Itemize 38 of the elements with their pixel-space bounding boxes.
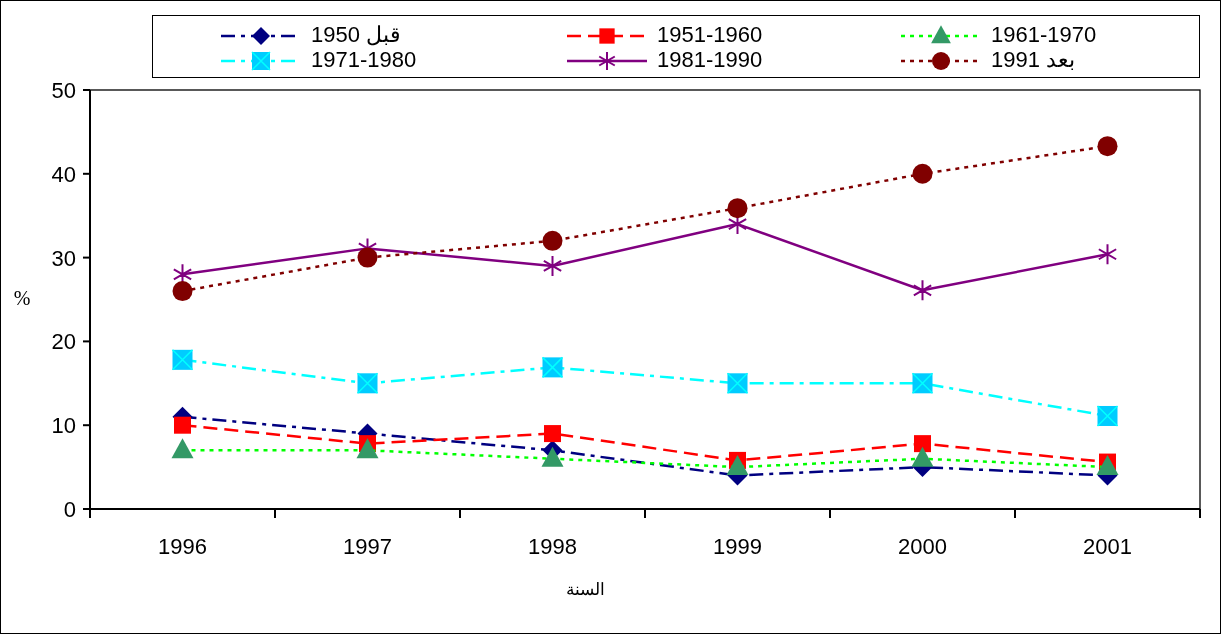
- point: [1096, 455, 1119, 476]
- point: [542, 254, 563, 277]
- y-tick-label: 10: [51, 413, 76, 439]
- point: [172, 281, 193, 302]
- point: [1097, 136, 1118, 157]
- point: [356, 438, 379, 459]
- legend-label: بعد 1991: [991, 47, 1076, 73]
- x-tick-label: 1999: [713, 534, 762, 559]
- point: [1097, 243, 1118, 266]
- point: [171, 438, 194, 459]
- legend-label: 1961-1970: [991, 22, 1097, 48]
- legend-label: 1951-1960: [657, 22, 763, 48]
- point: [911, 446, 934, 467]
- x-tick-label: 1997: [343, 534, 392, 559]
- point: [912, 279, 933, 302]
- point: [544, 425, 561, 443]
- point: [174, 416, 191, 434]
- y-tick-label: 20: [51, 329, 76, 355]
- point: [914, 435, 931, 453]
- y-tick-label: 40: [51, 161, 76, 187]
- point: [357, 247, 378, 268]
- x-tick-label: 2001: [1083, 534, 1132, 559]
- point: [542, 230, 563, 251]
- x-axis-title: السنة: [565, 580, 605, 599]
- x-tick-label: 1996: [158, 534, 207, 559]
- point: [541, 446, 564, 467]
- x-tick-label: 2000: [898, 534, 947, 559]
- x-tick-label: 1998: [528, 534, 577, 559]
- point: [912, 163, 933, 184]
- y-axis-title: %: [13, 287, 31, 309]
- y-tick-label: 50: [51, 78, 76, 103]
- legend-label: 1971-1980: [311, 47, 417, 73]
- point: [726, 455, 749, 476]
- legend-label: 1981-1990: [657, 47, 763, 73]
- point: [727, 198, 748, 219]
- legend-label: قبل 1950: [311, 22, 402, 48]
- y-tick-label: 0: [63, 497, 76, 522]
- y-tick-label: 30: [51, 245, 76, 271]
